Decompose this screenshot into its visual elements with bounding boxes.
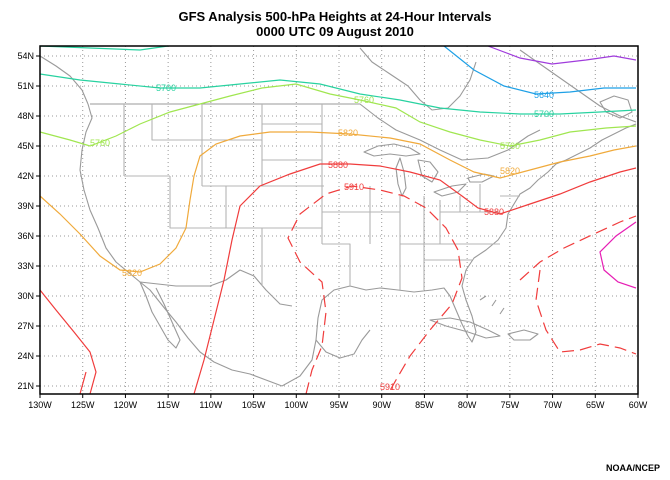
lake-huron: [417, 159, 439, 183]
contour-5640-blue: [443, 45, 636, 95]
lon-label: 120W: [114, 400, 138, 410]
lat-label: 33N: [17, 261, 34, 271]
contour-5700-teal: [39, 73, 637, 115]
bahamas: [479, 295, 505, 315]
lat-label: 51N: [17, 81, 34, 91]
newfoundland: [599, 95, 633, 119]
labrador-coast: [519, 49, 637, 123]
baja-peninsula: [139, 281, 181, 349]
bc-coast: [39, 55, 89, 105]
label-5700-east: 5700: [534, 109, 554, 119]
label-5820-east: 5820: [500, 166, 520, 176]
lon-label: 125W: [71, 400, 95, 410]
label-5820-central: 5820: [338, 128, 358, 138]
lat-label: 27N: [17, 321, 34, 331]
lon-label: 100W: [285, 400, 309, 410]
credit-label: NOAA/NCEP: [605, 463, 660, 473]
label-5880-east: 5880: [484, 207, 504, 217]
lon-label: 60W: [629, 400, 648, 410]
height-contours: [39, 45, 637, 395]
lon-label: 65W: [586, 400, 605, 410]
contour-magenta-east: [599, 221, 637, 289]
label-5880-central: 5880: [328, 160, 348, 170]
lat-label: 45N: [17, 141, 34, 151]
lake-superior: [363, 143, 421, 157]
contour-5700-teal-north: [39, 45, 169, 51]
lon-label: 75W: [501, 400, 520, 410]
lake-ontario: [467, 173, 495, 183]
label-5910-central: 5910: [344, 182, 364, 192]
label-5700-west: 5700: [156, 83, 176, 93]
hispaniola: [507, 329, 539, 341]
lon-label: 95W: [330, 400, 349, 410]
label-5640: 5640: [534, 90, 554, 100]
contour-labels: 5700 5700 5640 5760 5760 5760 5820 5820 …: [90, 83, 554, 392]
longitude-labels: 130W 125W 120W 115W 110W 105W 100W 95W 90W 85W 80W…: [28, 394, 648, 410]
contour-5910-dashed: [287, 185, 463, 395]
lat-label: 39N: [17, 201, 34, 211]
lat-label: 48N: [17, 111, 34, 121]
lon-label: 115W: [157, 400, 180, 410]
lon-label: 130W: [28, 400, 52, 410]
us-mexico-border: [139, 269, 293, 307]
chart-title: GFS Analysis 500-hPa Heights at 24-Hour …: [178, 9, 492, 24]
label-5760-east: 5760: [500, 141, 520, 151]
contour-5580-purple: [487, 45, 637, 65]
gulf-coastline: [281, 269, 477, 387]
state-lines: [123, 104, 520, 290]
label-5820-west: 5820: [122, 268, 142, 278]
lon-label: 110W: [199, 400, 222, 410]
lat-label: 42N: [17, 171, 34, 181]
lon-label: 70W: [543, 400, 562, 410]
lat-label: 54N: [17, 51, 34, 61]
cuba: [429, 317, 501, 339]
lat-label: 21N: [17, 381, 34, 391]
yucatan-peninsula: [315, 329, 371, 359]
latitude-labels: 54N 51N 48N 45N 42N 39N 36N 33N 30N 27N 24N 21N: [17, 51, 40, 391]
contour-5910-dashed-south: [535, 269, 637, 355]
lake-michigan: [395, 157, 407, 197]
label-5910-south: 5910: [380, 382, 400, 392]
contour-5820-orange: [39, 131, 637, 273]
contour-5910-dashed-east: [519, 215, 637, 281]
lon-label: 85W: [415, 400, 434, 410]
label-5760-central: 5760: [354, 95, 374, 105]
contour-5880-red: [39, 163, 637, 395]
lat-label: 36N: [17, 231, 34, 241]
label-5760-west: 5760: [90, 138, 110, 148]
lon-label: 105W: [242, 400, 266, 410]
lon-label: 90W: [372, 400, 391, 410]
lat-label: 24N: [17, 351, 34, 361]
lon-label: 80W: [458, 400, 477, 410]
chart-subtitle: 0000 UTC 09 August 2010: [256, 24, 414, 39]
contour-5760-green: [39, 83, 637, 147]
lat-label: 30N: [17, 291, 34, 301]
lake-erie: [433, 183, 467, 197]
atlantic-coastline: [465, 123, 637, 271]
